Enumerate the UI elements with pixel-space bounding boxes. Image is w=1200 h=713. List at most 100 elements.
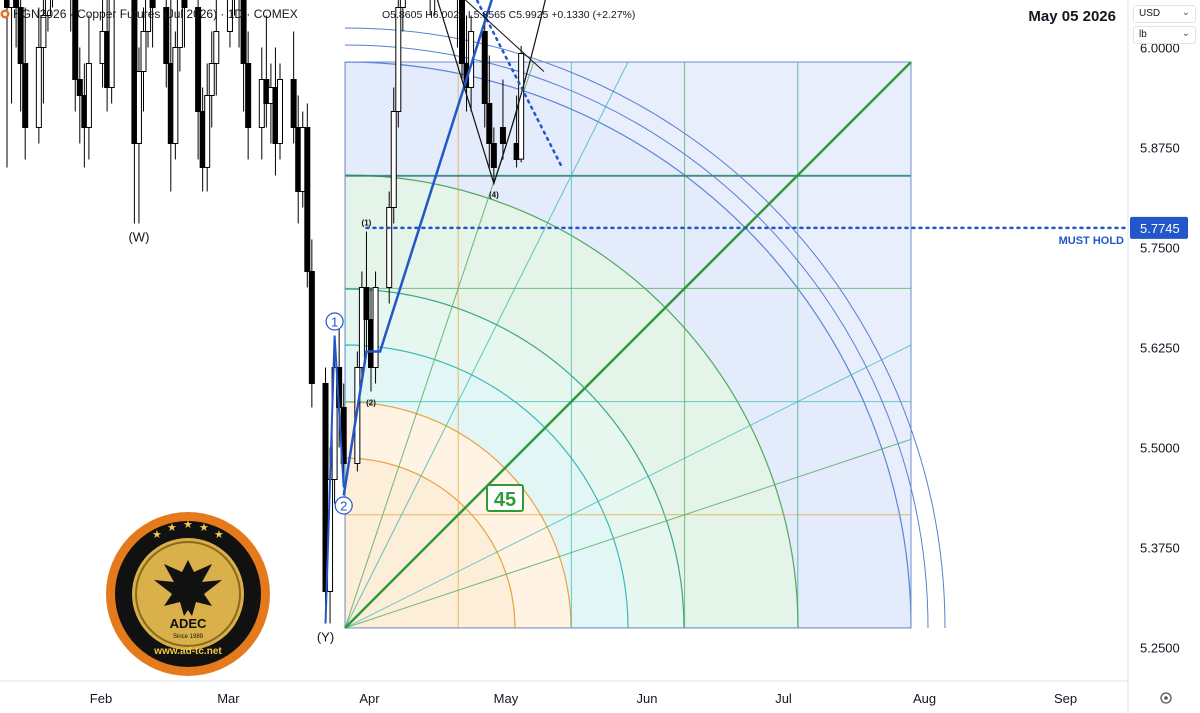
logo-stars: ★ ★ ★ ★ ★ [152,519,224,541]
price-tick-label: 5.5000 [1140,441,1180,456]
candle-body[interactable] [131,0,138,144]
candle-body[interactable] [245,63,252,128]
currency-select[interactable]: USD ⌄ [1133,5,1196,23]
candle-body[interactable] [490,143,497,168]
overlays [324,0,1128,629]
candle-body[interactable] [140,31,147,72]
symbol-title[interactable]: HGN2026 · Copper Futures (Jul 2026) · 1D… [13,7,298,21]
candle-body[interactable] [518,53,525,160]
candle-body[interactable] [204,95,211,168]
candle-body[interactable] [481,31,488,104]
candle-body[interactable] [35,47,42,128]
candle-body[interactable] [486,103,493,144]
badge-45-text: 45 [494,489,516,511]
candle-body[interactable] [40,15,47,48]
gann-fan-line [345,62,629,628]
candle-body[interactable] [358,287,365,368]
time-tick-label: Apr [359,691,380,706]
chevron-down-icon: ⌄ [1181,28,1190,39]
logo-since: Since 1989 [173,634,204,640]
logo-seal-line [135,541,241,647]
price-tick-label: 5.7500 [1140,241,1180,256]
candle-body[interactable] [13,0,20,8]
time-tick-label: Aug [913,691,936,706]
candle-body[interactable] [145,0,152,32]
svg-text:★: ★ [152,529,162,541]
candle-body[interactable] [85,63,92,128]
candle-body[interactable] [4,0,10,8]
header: HGN2026 · Copper Futures (Jul 2026) · 1D… [0,7,1116,25]
downtrend-dotted-line[interactable] [407,0,564,169]
candles [4,0,525,624]
price-tick-label: 5.8750 [1140,141,1180,156]
wave-label-circled: 2 [340,499,347,514]
candle-body[interactable] [176,0,183,48]
gann-fan-line [345,438,911,628]
wave-label-minor: (4) [489,191,499,200]
date-readout: May 05 2026 [1028,8,1116,25]
unit-select[interactable]: lb ⌄ [1133,26,1196,44]
gear-icon[interactable] [1160,692,1172,704]
time-tick-label: May [494,691,519,706]
candle-body[interactable] [277,79,283,144]
candle-body[interactable] [44,0,51,16]
candle-body[interactable] [72,0,79,80]
candle-body[interactable] [163,7,170,64]
candle-body[interactable] [108,0,115,88]
candle-body[interactable] [195,7,202,112]
candle-body[interactable] [304,127,311,272]
wave-label-minor: (1) [362,219,372,228]
candle-body[interactable] [395,7,402,112]
candle-body[interactable] [459,0,465,65]
time-tick-label: Jun [637,691,658,706]
candle-body[interactable] [135,71,142,144]
logo-url: www.ad-tc.net [153,646,222,657]
candle-body[interactable] [308,271,315,384]
candle-body[interactable] [208,63,215,96]
candle-body[interactable] [240,0,247,65]
time-tick-label: Mar [217,691,240,706]
candle-body[interactable] [372,287,379,368]
candle-body[interactable] [290,79,297,128]
gann-45-line[interactable] [344,61,912,629]
symbol-logo-inner [3,12,7,16]
svg-text:★: ★ [183,519,193,531]
svg-text:★: ★ [214,529,224,541]
candle-body[interactable] [17,7,24,64]
candle-body[interactable] [226,0,233,32]
candle-body[interactable] [149,0,156,8]
candle-body[interactable] [213,31,220,64]
wave-label-major: (W) [128,230,149,245]
time-tick-label: Sep [1054,691,1077,706]
candle-body[interactable] [76,79,83,96]
gann-border [344,61,912,629]
logo-eagle-icon [154,560,222,616]
candle-body[interactable] [181,0,188,8]
projection-path[interactable] [342,0,794,496]
must-hold-price-tag [1130,216,1188,239]
wave-circle-marker [334,496,353,515]
candle-body[interactable] [499,127,506,144]
gann-fans [345,62,911,628]
candle-body[interactable] [390,111,397,208]
currency-value: USD [1139,8,1161,19]
wave-circle-marker [325,312,344,331]
gann-fan-line [345,344,911,628]
time-axis[interactable]: Feb Mar Apr May Jun Jul Aug Sep [90,691,1172,706]
candle-body[interactable] [22,63,29,128]
price-tick-label: 5.2500 [1140,641,1180,656]
time-tick-label: Feb [90,691,112,706]
candle-body[interactable] [363,287,370,320]
svg-text:★: ★ [199,522,209,534]
candle-body[interactable] [386,207,393,288]
price-axis[interactable]: 6.62506.50006.37506.25006.12506.00005.87… [1130,0,1188,656]
candle-body[interactable] [399,0,406,8]
svg-text:★: ★ [167,522,177,534]
candle-body[interactable] [8,0,15,8]
wave-label-minor: (2) [366,399,376,408]
price-tick-label: 5.6250 [1140,341,1180,356]
candle-body[interactable] [172,47,179,144]
chevron-down-icon: ⌄ [1181,7,1190,18]
time-tick-label: Jul [775,691,792,706]
